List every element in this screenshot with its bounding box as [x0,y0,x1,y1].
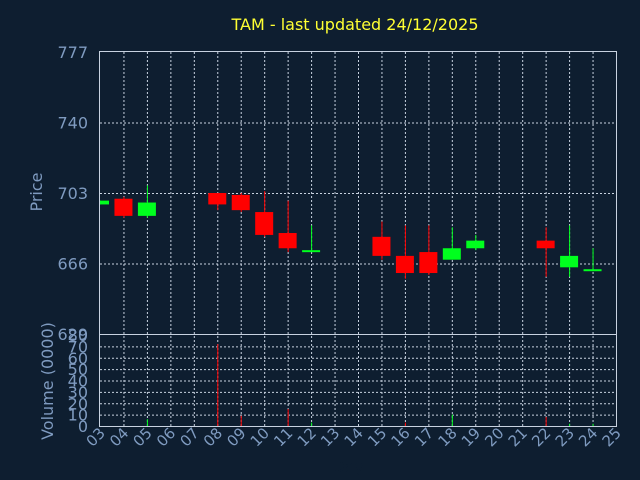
day-axis: 0304050607080910111213141516171819202122… [83,424,625,450]
candle [536,227,555,277]
candle-body [278,233,297,249]
day-tick-label: 13 [317,424,343,450]
price-tick-label: 777 [57,43,88,62]
day-tick-label: 14 [341,424,367,450]
candle [302,225,321,253]
candle-body [583,269,602,272]
volume-tick-label: 40 [68,372,88,391]
day-tick-label: 11 [270,424,296,450]
price-axis-label: Price [27,172,46,211]
candle-body [302,250,321,253]
volume-tick-label: 80 [68,326,88,345]
day-tick-label: 18 [434,424,460,450]
day-tick-label: 15 [364,424,390,450]
candle [255,191,274,237]
volume-tick-label: 10 [68,406,88,425]
volume-tick-label: 70 [68,337,88,356]
day-tick-label: 16 [388,424,414,450]
price-axis: 777 740 703 666 629 [57,43,88,344]
candle [442,227,461,260]
day-tick-label: 04 [106,424,132,450]
candle-body [466,240,485,249]
day-tick-label: 25 [599,424,625,450]
volume-tick-label: 50 [68,360,88,379]
day-tick-label: 22 [528,424,554,450]
candle [395,225,414,279]
day-tick-label: 17 [411,424,437,450]
candle-body [255,212,274,235]
candle-body [137,202,156,216]
price-tick-label: 703 [57,184,88,203]
candle-body [419,252,438,274]
volume-axis-label: Volume (0000) [38,322,57,440]
candle-body [560,255,579,268]
candle [137,185,156,218]
volume-panel-frame [99,334,617,427]
price-tick-label: 666 [57,255,88,274]
candle [278,200,297,253]
day-tick-label: 06 [153,424,179,450]
day-tick-label: 23 [552,424,578,450]
day-tick-label: 21 [505,424,531,450]
candle-body [231,194,250,211]
day-tick-label: 05 [130,424,156,450]
volume-tick-label: 30 [68,383,88,402]
candle-body [536,240,555,249]
x-axis-label: Day [332,457,364,476]
volume-tick-label: 0 [78,417,88,436]
day-tick-label: 09 [223,424,249,450]
day-tick-label: 12 [294,424,320,450]
day-tick-label: 08 [200,424,226,450]
volume-tick-label: 60 [68,349,88,368]
day-tick-label: 19 [458,424,484,450]
candle-body [442,248,461,260]
candle [560,225,579,277]
candle [419,225,438,275]
candle [114,196,133,218]
candle [372,221,391,260]
candle [231,193,250,213]
candle [466,234,485,251]
price-tick-label: 629 [57,325,88,344]
day-tick-label: 24 [575,424,601,450]
price-candles [100,185,602,279]
chart-title: TAM - last updated 24/12/2025 [230,15,478,34]
day-tick-label: 20 [481,424,507,450]
candle [100,200,109,205]
candle-body [395,255,414,274]
candle-body [208,193,227,205]
day-tick-label: 10 [247,424,273,450]
candle [208,193,227,211]
day-tick-label: 07 [176,424,202,450]
grid-lines [100,52,616,426]
price-tick-label: 740 [57,114,88,133]
candle-body [100,200,109,205]
candle-body [114,198,133,216]
volume-series [146,344,594,426]
volume-tick-label: 20 [68,394,88,413]
candle-body [372,236,391,256]
candle [583,248,602,272]
